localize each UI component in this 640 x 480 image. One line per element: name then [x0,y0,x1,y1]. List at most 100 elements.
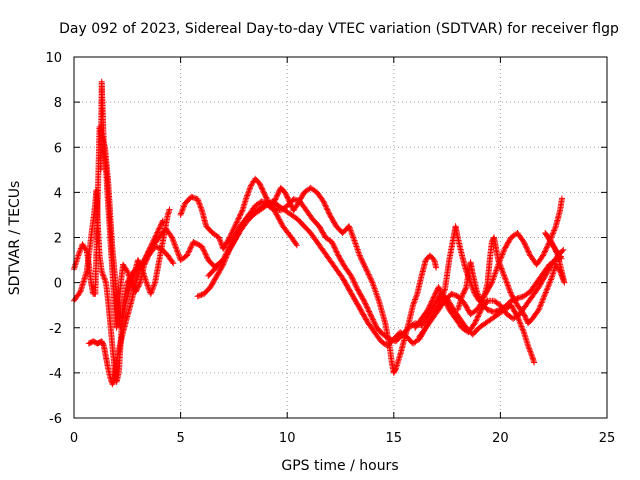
data-point [155,228,161,235]
data-point [198,243,205,250]
data-point [283,193,290,200]
data-point [277,218,284,224]
data-point [145,248,152,255]
data-point [195,199,202,205]
data-point [322,202,329,209]
data-point [365,307,372,314]
data-point [260,189,267,196]
data-point [141,256,148,263]
data-point [149,240,156,247]
data-point [536,303,543,310]
data-point [501,272,508,279]
data-point [355,287,362,294]
data-point [361,262,368,268]
data-point [326,210,333,217]
data-point [505,285,512,292]
data-point [369,315,376,322]
data-point [475,292,482,299]
data-point [545,283,552,290]
x-tick-label: 20 [492,431,509,446]
data-point [245,188,252,195]
data-point [557,253,564,260]
data-point [330,241,337,248]
data-point [154,229,161,236]
data-point [368,276,375,283]
data-point [543,245,550,252]
data-point [496,259,503,266]
x-tick-label: 15 [386,431,403,446]
data-point [173,245,180,252]
data-point [232,222,239,229]
data-point [366,309,373,316]
data-point [260,188,267,195]
data-point [225,235,232,242]
data-point [474,314,481,321]
data-point [528,352,535,359]
data-point [560,246,567,253]
series-trace-3 [97,78,177,331]
data-point [147,244,154,251]
data-point [257,181,264,188]
data-point [293,242,300,249]
data-point [425,305,432,312]
data-point [159,217,166,224]
data-point [462,285,469,292]
data-point [284,194,291,201]
data-point [256,180,263,187]
data-point [361,297,367,304]
data-point [226,234,233,241]
data-point [324,206,331,213]
data-point [546,279,553,286]
data-point [540,251,547,258]
data-point [153,232,160,239]
data-point [346,223,352,230]
data-point [203,253,210,259]
data-point [185,248,192,255]
x-axis-title: GPS time / hours [281,458,398,474]
data-point [328,214,335,221]
data-point [443,301,450,308]
data-point [102,278,109,285]
data-point [233,219,240,226]
data-point [236,212,243,219]
data-point [275,190,282,196]
data-point [427,301,434,308]
data-point [217,237,223,244]
data-point [559,248,566,254]
data-point [258,185,265,192]
data-point [444,302,451,309]
data-point [426,302,433,309]
data-point [349,275,356,282]
data-point [362,300,369,307]
data-point [331,244,338,251]
data-point [540,295,547,302]
data-point [274,192,281,199]
data-point [153,230,160,237]
data-point [522,241,529,248]
data-point [184,252,190,259]
data-point [166,206,173,213]
data-point [142,255,149,262]
data-point [368,313,375,320]
data-point [126,274,133,280]
data-point [442,298,449,305]
data-point [140,259,147,266]
data-point [445,304,451,310]
data-point [257,182,264,189]
data-point [441,295,448,302]
x-tick-label: 5 [176,431,184,446]
data-point [549,230,556,237]
data-point [438,289,444,296]
y-tick-label: -6 [49,412,62,427]
data-point [276,216,283,223]
data-point [258,184,265,191]
data-point [507,289,514,296]
data-point [473,317,480,324]
data-point [169,259,176,265]
data-point [359,258,366,264]
data-point [538,299,545,306]
data-point [361,299,368,305]
data-point [369,316,376,323]
data-point [371,319,378,326]
data-point [431,293,438,300]
